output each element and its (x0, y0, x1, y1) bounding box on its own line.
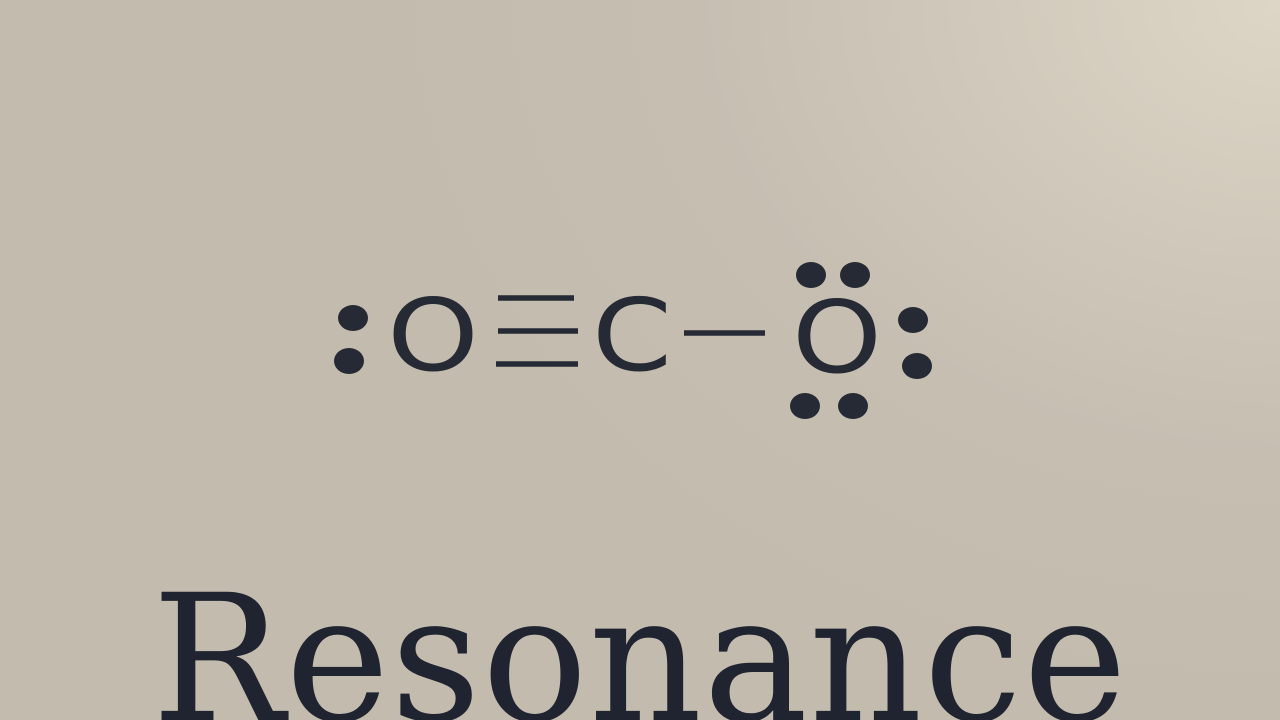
atom-carbon: C (592, 277, 672, 394)
electron-dot (338, 305, 368, 331)
electron-dot (838, 393, 868, 419)
page-title: Resonance (151, 557, 1129, 720)
triple-bond (496, 295, 578, 367)
electron-dot (898, 307, 928, 333)
electron-dot (902, 353, 932, 379)
electron-dot (840, 262, 870, 288)
atom-oxygen-left: O (387, 277, 479, 394)
electron-dot (790, 393, 820, 419)
lone-pair-right (898, 307, 932, 379)
electron-dot (796, 262, 826, 288)
lone-pair-left-oxygen (334, 305, 368, 374)
electron-dot (334, 348, 364, 374)
lone-pair-bottom (790, 393, 868, 419)
atom-oxygen-right: O (792, 279, 882, 396)
lone-pair-top (796, 262, 870, 288)
